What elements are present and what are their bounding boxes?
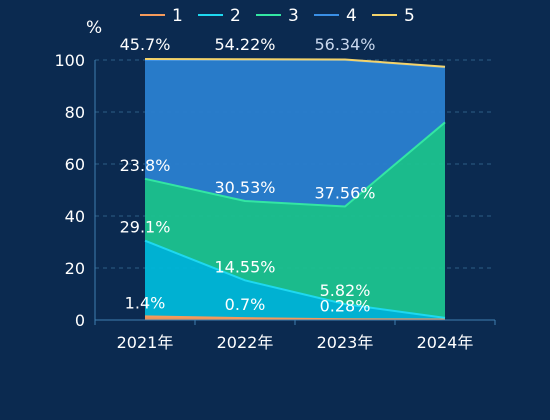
data-label: 45.7% [120, 35, 171, 54]
area-series-4 [145, 60, 445, 207]
y-tick-label: 60 [65, 155, 85, 174]
legend-label-4: 4 [346, 6, 357, 26]
x-tick-label: 2021年 [117, 333, 174, 352]
data-label: 23.8% [120, 156, 171, 175]
data-label: 56.34% [314, 35, 375, 54]
x-tick-label: 2023年 [317, 333, 374, 352]
y-axis-unit: % [86, 18, 102, 38]
area-series [145, 58, 445, 320]
data-label: 0.7% [225, 295, 266, 314]
legend-label-5: 5 [404, 6, 415, 26]
data-labels: 1.4% 0.7% 0.28% 29.1% 14.55% 5.82% 23.8% 30.53%… [120, 35, 376, 315]
data-label: 29.1% [120, 218, 171, 237]
y-tick-label: 20 [65, 259, 85, 278]
data-label: 30.53% [214, 178, 275, 197]
data-label: 0.28% [320, 296, 371, 315]
data-label: 54.22% [214, 35, 275, 54]
line-series-5 [144, 57, 446, 68]
area-series-2 [145, 240, 445, 320]
axes: 0 20 40 60 80 100 2021年 2022年 2023年 2024年 [54, 51, 496, 352]
y-tick-label: 100 [54, 51, 85, 70]
data-label: 37.56% [314, 183, 375, 202]
x-tick-label: 2024年 [417, 333, 474, 352]
line-series-2 [144, 239, 446, 319]
legend-label-3: 3 [288, 6, 299, 26]
series-lines [144, 57, 446, 321]
area-series-3 [145, 122, 445, 318]
data-label: 1.4% [125, 293, 166, 312]
line-series-3 [144, 121, 446, 208]
y-tick-label: 80 [65, 103, 85, 122]
y-tick-label: 40 [65, 207, 85, 226]
line-series-1 [144, 315, 446, 321]
legend-label-2: 2 [230, 6, 241, 26]
area-series-1 [145, 316, 445, 320]
data-label: 14.55% [214, 257, 275, 276]
data-label: 5.82% [320, 281, 371, 300]
legend-label-1: 1 [172, 6, 183, 26]
legend: 1 2 3 4 5 [140, 6, 415, 26]
y-tick-label: 0 [75, 311, 85, 330]
x-tick-label: 2022年 [217, 333, 274, 352]
